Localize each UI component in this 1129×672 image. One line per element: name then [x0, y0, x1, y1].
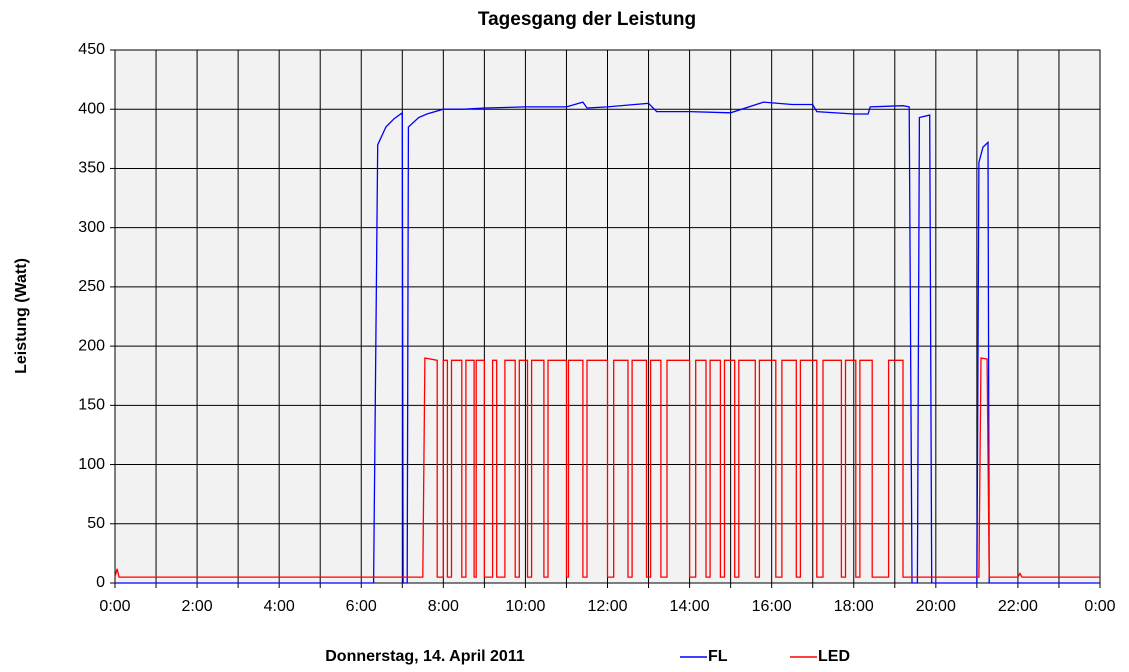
x-axis-label: Donnerstag, 14. April 2011 — [325, 648, 525, 665]
y-tick-label: 400 — [78, 100, 105, 117]
x-tick-label: 22:00 — [998, 598, 1038, 615]
x-tick-label: 16:00 — [752, 598, 792, 615]
y-tick-label: 450 — [78, 41, 105, 58]
line — [114, 357, 1100, 578]
y-tick-label: 350 — [78, 160, 105, 177]
x-tick-label: 4:00 — [264, 598, 295, 615]
x-tick-label: 12:00 — [587, 598, 627, 615]
y-tick-label: 200 — [78, 337, 105, 354]
x-tick-label: 6:00 — [346, 598, 377, 615]
y-tick-label: 0 — [96, 574, 105, 591]
x-tick-label: 0:00 — [1084, 598, 1115, 615]
x-tick-label: 18:00 — [834, 598, 874, 615]
x-tick-label: 8:00 — [428, 598, 459, 615]
legend-label: FL — [708, 648, 728, 665]
y-tick-label: 150 — [78, 397, 105, 414]
y-tick-label: 250 — [78, 278, 105, 295]
x-tick-label: 14:00 — [670, 598, 710, 615]
x-tick-label: 10:00 — [505, 598, 545, 615]
y-axis-label: Leistung (Watt) — [13, 258, 30, 374]
plot-border — [114, 49, 1101, 584]
chart-title: Tagesgang der Leistung — [478, 9, 696, 30]
y-tick-label: 50 — [87, 515, 105, 532]
x-tick-label: 2:00 — [182, 598, 213, 615]
y-tick-label: 100 — [78, 456, 105, 473]
y-tick-label: 300 — [78, 219, 105, 236]
x-tick-label: 20:00 — [916, 598, 956, 615]
x-tick-label: 0:00 — [99, 598, 130, 615]
legend-label: LED — [818, 648, 850, 665]
line — [115, 101, 1100, 584]
